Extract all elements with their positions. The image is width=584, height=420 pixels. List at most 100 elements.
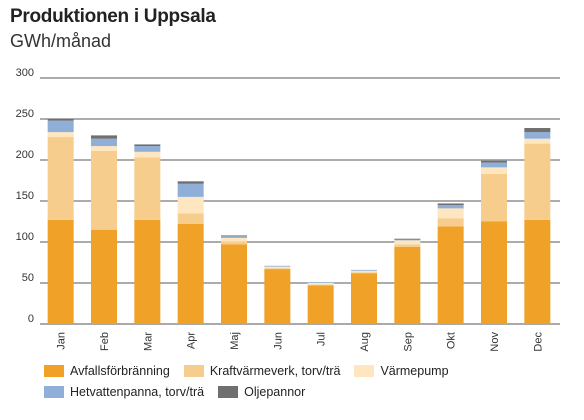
legend-swatch [183,364,204,377]
legend-item: Hetvattenpanna, torv/trä [44,385,204,399]
bar-segment [221,241,247,245]
x-tick-label: Nov [489,332,501,352]
bar-segment [91,150,117,230]
bar-segment [351,273,377,324]
bar-segment [481,167,507,174]
x-axis-ticks: Jan Feb Mar Apr Maj Jun Jul Aug Sep Okt Nov Dec [56,332,545,352]
x-tick-label: Mar [142,332,154,351]
legend-item: Värmepump [354,363,449,378]
legend-swatch [354,364,375,377]
legend: Avfallsförbränning Kraftvärmeverk, torv/t… [44,360,574,402]
legend-label: Oljepannor [244,384,306,399]
bar-segment [524,132,551,139]
bar-segment [264,266,291,269]
y-tick-label: 300 [16,67,34,79]
bar-segment [134,157,161,220]
bar-segment [394,240,421,245]
bar-segment [134,146,161,152]
bar-segment [91,229,117,324]
bar-segment [351,270,377,273]
bars [47,119,551,324]
bar-segment [91,138,117,147]
bar-segment [437,203,464,206]
legend-label: Kraftvärmeverk, torv/trä [209,363,341,378]
y-tick-label: 0 [28,313,34,325]
bar-segment [91,135,117,139]
bar-segment [47,137,74,220]
legend-row: Hetvattenpanna, torv/trä Oljepannor [44,381,574,402]
chart-title: Produktionen i Uppsala [10,6,216,27]
bar-segment [524,143,551,220]
bar-segment [221,237,247,242]
legend-item: Avfallsförbränning [44,364,170,378]
bar-segment [481,162,507,168]
bar-segment [264,269,291,324]
legend-swatch [218,385,239,398]
bar-segment [221,244,247,324]
y-axis-ticks: 0 50 100 150 200 250 300 [16,67,34,325]
bar-segment [307,282,334,283]
stacked-bar-chart: 0 50 100 150 200 250 300 Jan Feb Mar Apr Maj Jun Jul… [16,67,560,352]
bar-segment [437,208,464,219]
bar-segment [264,268,291,270]
y-tick-label: 50 [22,272,34,284]
bar-segment [437,226,464,324]
legend-row: Avfallsförbränning Kraftvärmeverk, torv/t… [44,360,574,381]
bar-segment [307,283,334,285]
x-tick-label: Okt [446,332,458,349]
legend-label: Värmepump [380,363,449,378]
bar-segment [351,272,377,274]
x-tick-label: Aug [359,332,371,352]
legend-item: Kraftvärmeverk, torv/trä [183,363,341,378]
bar-segment [524,138,551,144]
x-tick-label: Apr [186,332,198,349]
bar-segment [91,146,117,151]
legend-label: Hetvattenpanna, torv/trä [70,384,205,399]
bar-segment [134,151,161,158]
bar-segment [47,120,74,133]
y-tick-label: 250 [16,108,34,120]
bar-segment [394,246,421,324]
x-tick-label: Feb [99,332,111,351]
x-tick-label: Sep [402,332,414,352]
bar-segment [47,219,74,324]
bar-segment [437,218,464,227]
x-tick-label: Jun [272,332,284,350]
bar-segment [177,196,204,214]
bar-segment [481,173,507,222]
bar-segment [437,205,464,209]
x-tick-label: Maj [229,332,241,350]
bar-segment [134,219,161,324]
bar-segment [134,144,161,147]
legend-swatch [44,385,64,398]
legend-label: Avfallsförbränning [70,363,170,378]
x-tick-label: Jan [56,332,68,350]
bar-segment [481,221,507,324]
bar-segment [481,160,507,163]
x-tick-label: Jul [316,332,328,346]
bar-segment [177,213,204,224]
bar-segment [524,219,551,324]
bar-segment [264,265,291,267]
legend-item: Oljepannor [218,385,305,399]
bar-segment [351,269,377,271]
bar-segment [221,236,247,238]
bar-segment [307,284,334,286]
legend-swatch [44,364,64,377]
bar-segment [221,235,247,237]
gridlines [40,77,560,325]
bar-segment [394,238,421,240]
bar-segment [177,181,204,184]
y-tick-label: 200 [16,149,34,161]
bar-segment [394,244,421,247]
x-tick-label: Dec [532,332,544,352]
chart-subtitle: GWh/månad [10,31,112,51]
bar-segment [524,128,551,133]
bar-segment [307,285,334,324]
bar-segment [177,223,204,324]
y-tick-label: 100 [16,231,34,243]
bar-segment [47,132,74,138]
y-tick-label: 150 [16,190,34,202]
bar-segment [394,239,421,241]
bar-segment [47,119,74,121]
